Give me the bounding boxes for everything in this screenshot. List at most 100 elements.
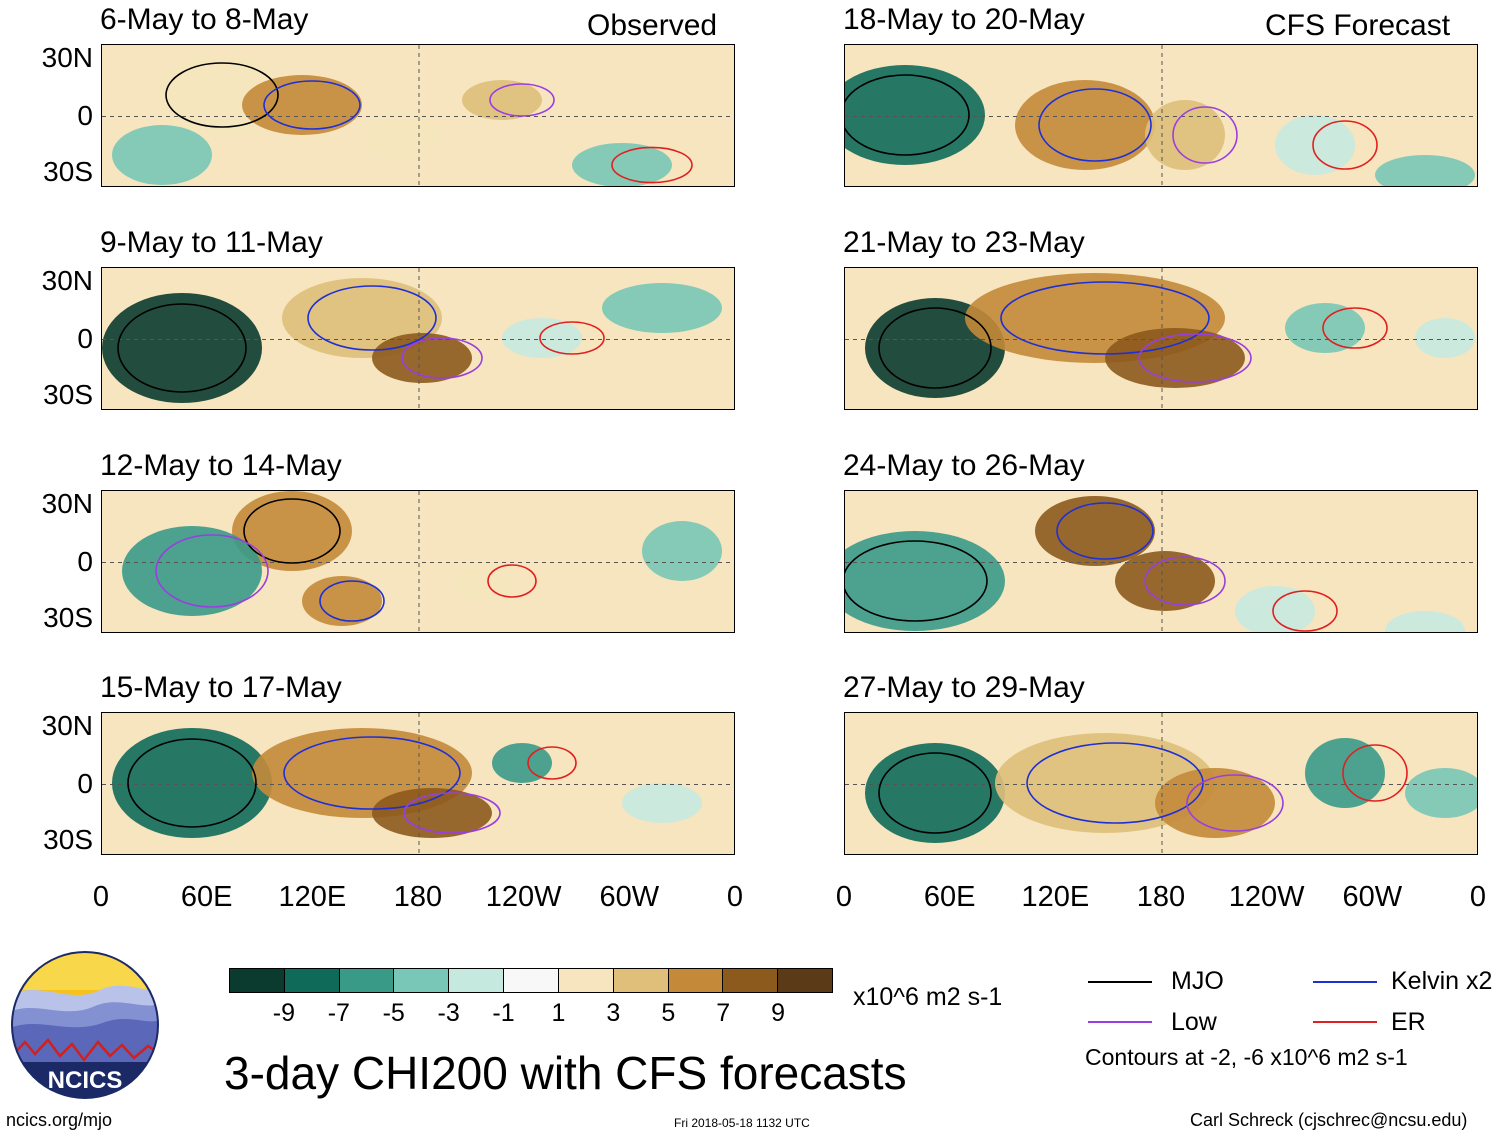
contour-line xyxy=(307,285,437,351)
map-panel xyxy=(101,712,735,855)
colorbar-swatch xyxy=(339,969,395,992)
lon-label: 0 xyxy=(726,881,744,913)
footer-url: ncics.org/mjo xyxy=(6,1110,113,1130)
contour-line xyxy=(403,792,501,834)
contour-line xyxy=(1138,333,1252,383)
lon-label: 120E xyxy=(278,881,347,913)
colorbar-swatch xyxy=(723,969,779,992)
panel-right-3-title: 27-May to 29-May xyxy=(843,671,1085,704)
lon-label: 120E xyxy=(1021,881,1090,913)
contour-line xyxy=(878,752,992,834)
lat-label: 0 xyxy=(77,768,93,799)
field-blob xyxy=(1415,318,1475,358)
map-panel xyxy=(844,267,1478,410)
field-blob xyxy=(845,65,985,165)
colorbar-swatch xyxy=(449,969,505,992)
field-blob xyxy=(1115,551,1215,611)
field-blob xyxy=(112,728,272,838)
colorbar-tick: 9 xyxy=(771,999,786,1027)
contour-line xyxy=(845,540,988,622)
colorbar-swatch xyxy=(778,969,832,992)
contour-line xyxy=(1312,120,1378,170)
contour-line xyxy=(539,321,605,355)
panel-right-0-title: 18-May to 20-May xyxy=(843,3,1085,36)
field-blob xyxy=(492,743,552,783)
field-blob xyxy=(1285,303,1365,353)
lon-label: 0 xyxy=(92,881,110,913)
panel-left-0-tag: Observed xyxy=(587,9,718,42)
lon-label: 180 xyxy=(393,881,443,913)
field-blob xyxy=(1405,768,1477,818)
contour-line xyxy=(1056,502,1154,560)
colorbar-units: x10^6 m2 s-1 xyxy=(853,983,1003,1011)
lat-label: 30N xyxy=(41,265,93,296)
lon-label: 0 xyxy=(835,881,853,913)
field-blob xyxy=(1385,611,1465,632)
map-field xyxy=(845,491,1477,632)
contour-line xyxy=(1186,774,1284,832)
field-blob xyxy=(242,75,362,135)
contour-line xyxy=(117,303,247,393)
contour-line xyxy=(527,746,577,780)
contour-line xyxy=(1322,307,1388,349)
colorbar-tick: -7 xyxy=(327,999,350,1027)
field-blob xyxy=(1375,155,1475,186)
colorbar-swatch xyxy=(613,969,669,992)
lon-label: 60W xyxy=(1342,881,1403,913)
lon-label: 120W xyxy=(1228,881,1305,913)
panel-right-2-title: 24-May to 26-May xyxy=(843,449,1085,482)
colorbar-swatch xyxy=(284,969,340,992)
field-blob xyxy=(112,125,212,185)
map-field xyxy=(102,491,734,632)
lat-label: 30S xyxy=(43,602,93,633)
map-panel xyxy=(101,490,735,633)
field-blob xyxy=(1015,80,1155,170)
colorbar-tick: -3 xyxy=(437,999,460,1027)
contour-line xyxy=(155,534,269,608)
lon-label: 60W xyxy=(599,881,660,913)
map-panel xyxy=(101,267,735,410)
colorbar-tick: -5 xyxy=(382,999,405,1027)
map-field xyxy=(102,45,734,186)
lon-label: 0 xyxy=(1469,881,1487,913)
footer-author: Carl Schreck (cjschrec@ncsu.edu) xyxy=(1190,1110,1468,1130)
field-blob xyxy=(1155,768,1275,838)
lat-label: 0 xyxy=(77,323,93,354)
lat-label: 30S xyxy=(43,156,93,187)
lon-label: 120W xyxy=(485,881,562,913)
field-blob xyxy=(845,531,1005,631)
contour-line xyxy=(243,498,341,564)
map-panel xyxy=(844,490,1478,633)
panel-left-3-title: 15-May to 17-May xyxy=(100,671,342,704)
legend-line-low xyxy=(1088,1021,1152,1023)
field-blob xyxy=(1305,738,1385,808)
legend-line-er xyxy=(1313,1021,1377,1023)
legend-label-mjo: MJO xyxy=(1171,967,1224,995)
map-field xyxy=(845,268,1477,409)
panel-right-1-title: 21-May to 23-May xyxy=(843,226,1085,259)
colorbar-swatch xyxy=(504,969,559,992)
legend-label-er: ER xyxy=(1391,1008,1426,1036)
contour-line xyxy=(1342,744,1408,802)
lat-label: 30S xyxy=(43,379,93,410)
colorbar-tick: 5 xyxy=(661,999,676,1027)
contour-line xyxy=(165,62,279,128)
colorbar-tick: -1 xyxy=(492,999,515,1027)
field-blob xyxy=(302,576,382,626)
colorbar-swatch xyxy=(394,969,450,992)
contour-line xyxy=(283,736,461,810)
colorbar-swatch xyxy=(668,969,724,992)
contour-line xyxy=(878,307,992,389)
lat-label: 0 xyxy=(77,546,93,577)
map-field xyxy=(845,713,1477,854)
field-blob xyxy=(1235,586,1315,632)
contour-line xyxy=(127,738,257,828)
field-blob xyxy=(372,788,492,838)
contour-line xyxy=(1172,106,1238,164)
panel-left-2-title: 12-May to 14-May xyxy=(100,449,342,482)
contour-line xyxy=(487,564,537,598)
legend-label-kelvin: Kelvin x2 xyxy=(1391,967,1493,995)
lat-label: 30S xyxy=(43,824,93,855)
ncics-logo: NCICS xyxy=(11,951,159,1099)
contour-line xyxy=(263,80,361,130)
